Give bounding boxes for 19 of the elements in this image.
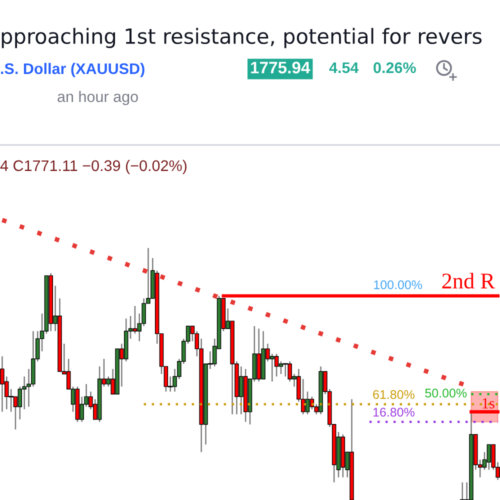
candlestick [274, 353, 279, 378]
series-label: 1s [482, 398, 494, 408]
candlestick [132, 305, 138, 334]
series-label: 50.00% [425, 388, 467, 398]
chart-title: pproaching 1st resistance, potential for revers [2, 28, 482, 48]
text: 0.26% [374, 62, 416, 74]
text: 4.54 [329, 62, 359, 74]
candlestick [460, 482, 465, 500]
text: 4 C1771.11 −0.39 (−0.02%) [0, 160, 186, 174]
text: 1775.94 [251, 62, 310, 74]
candlestick [282, 363, 288, 378]
annotation: 100.00% [374, 280, 422, 290]
series-label: 2nd R [442, 272, 495, 289]
series-label: 16.80% [373, 408, 414, 417]
candlestick [305, 391, 310, 415]
candlestick [486, 444, 492, 470]
text: an hour ago [58, 90, 138, 106]
chart-subtitle: .S. Dollar (XAUUSD) [1, 62, 144, 78]
series-label: 61.80% [373, 390, 414, 399]
